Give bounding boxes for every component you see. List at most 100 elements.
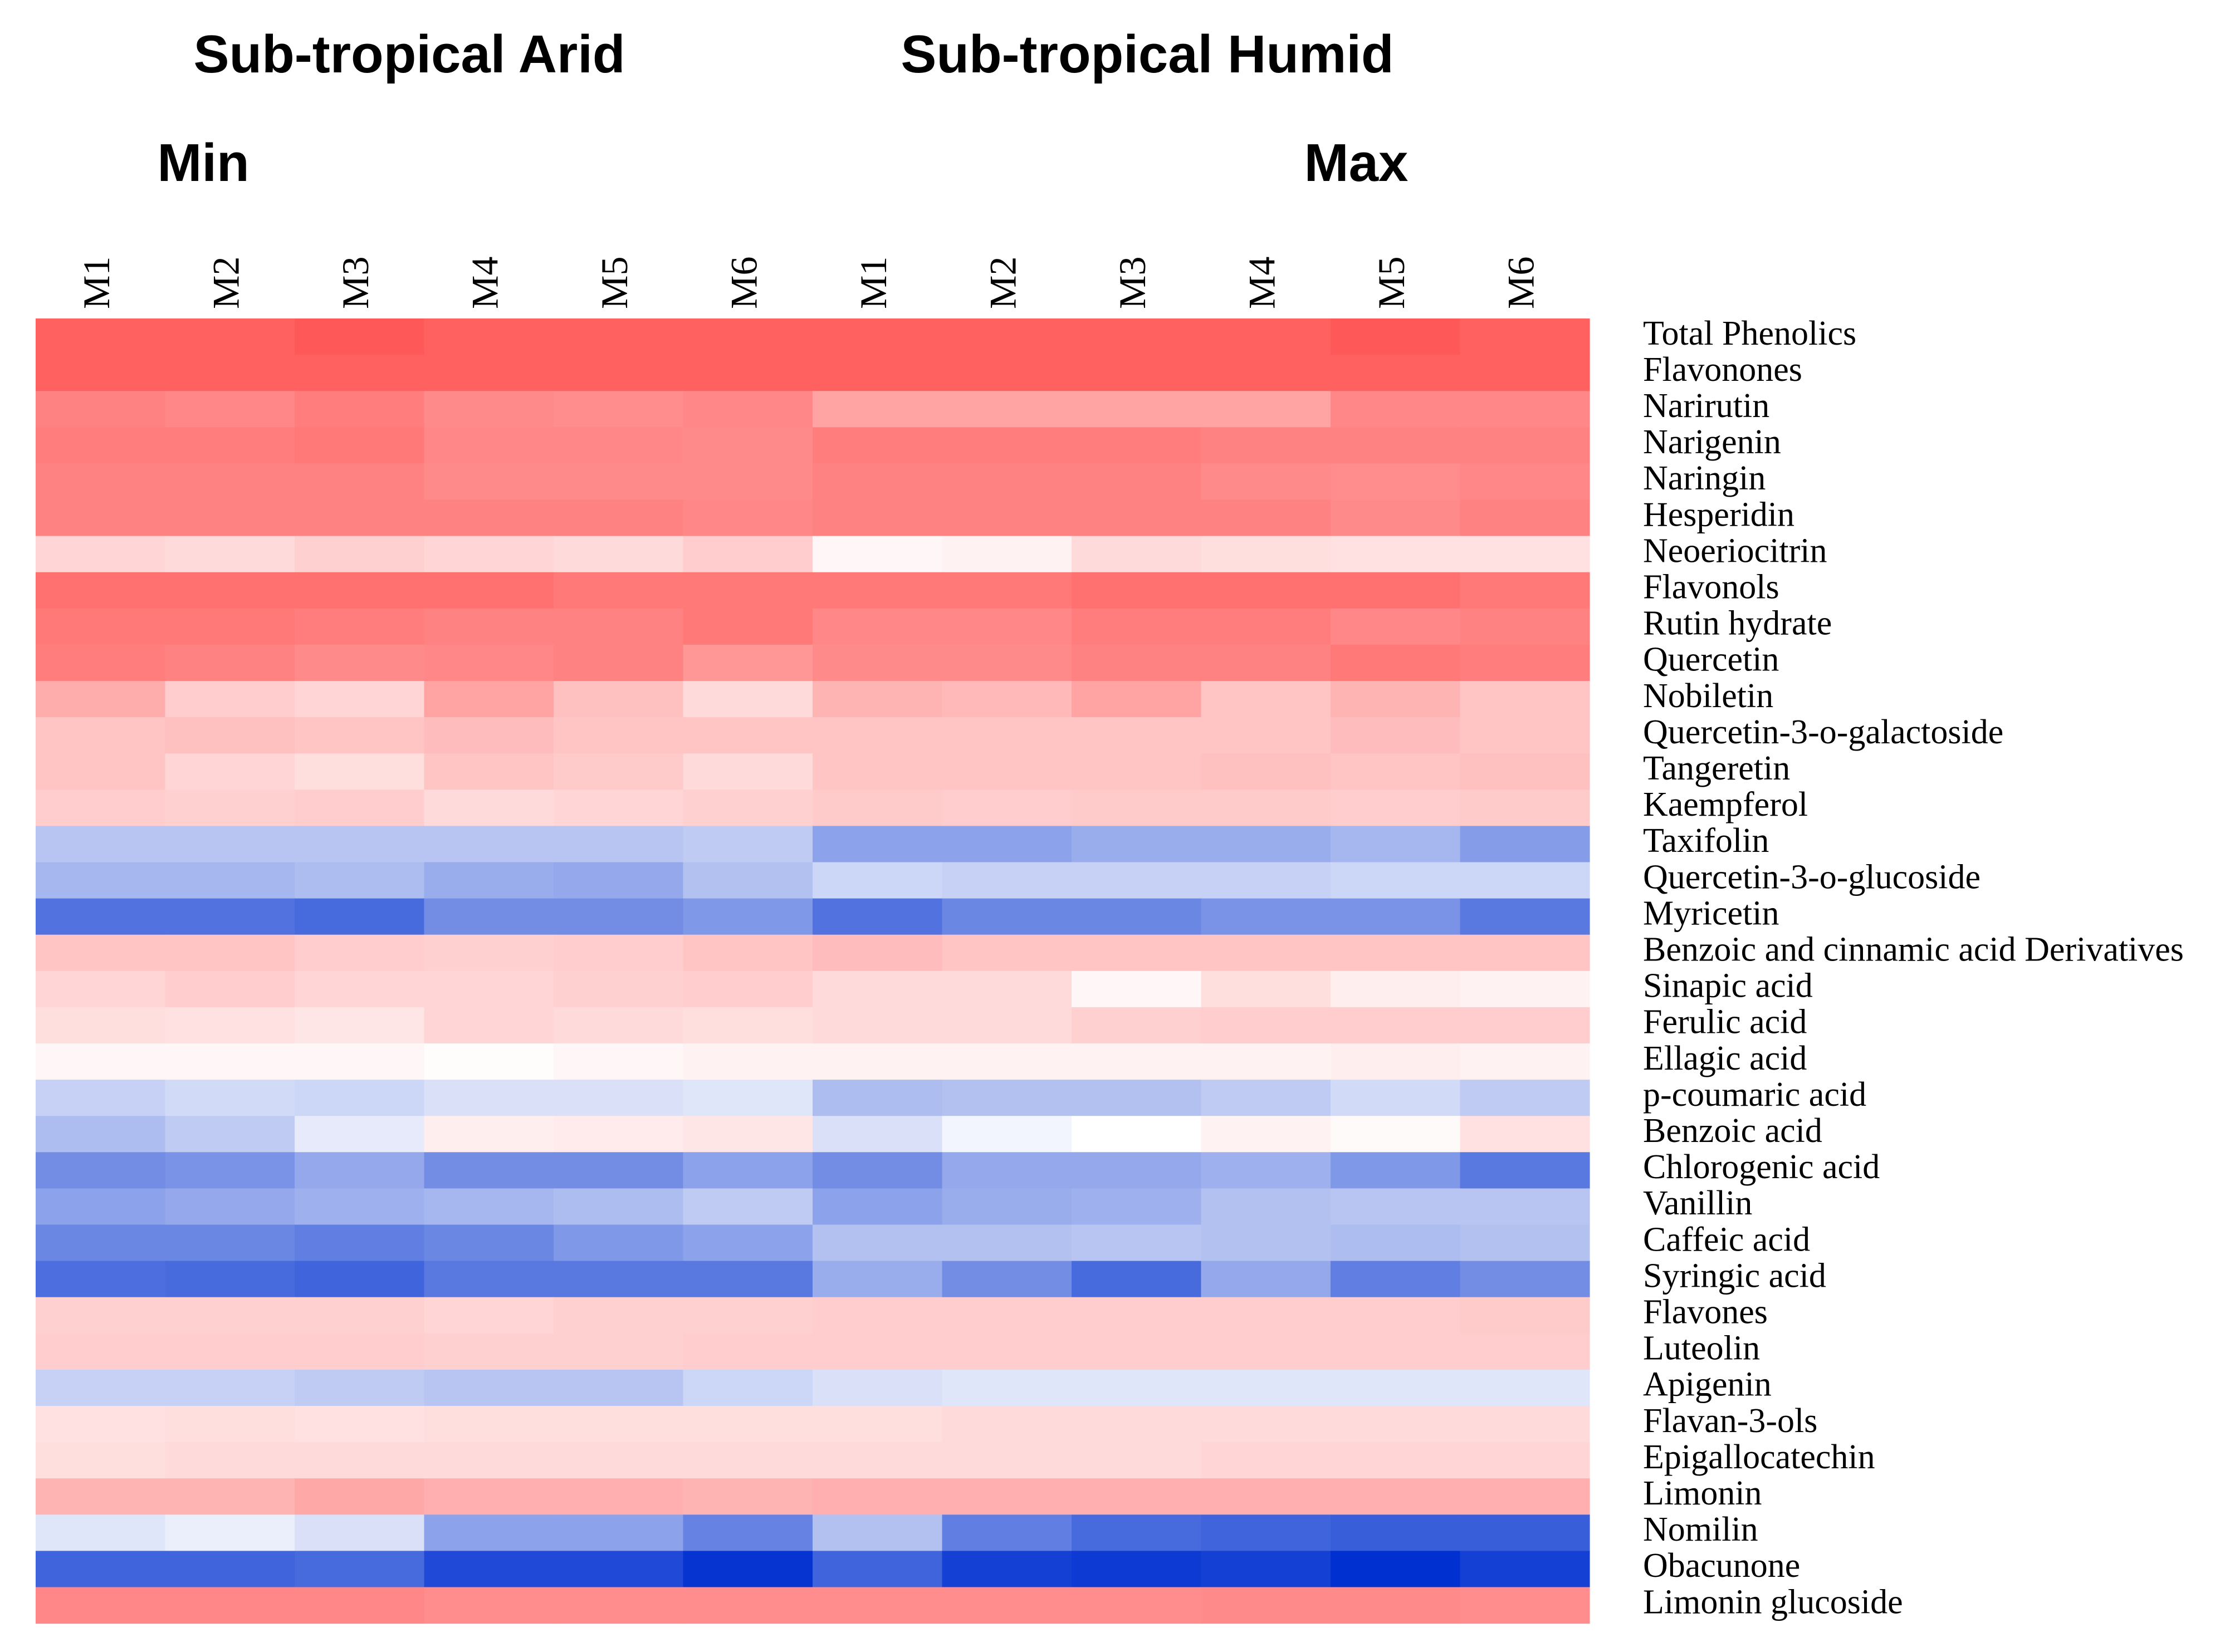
- heatmap-cell: [942, 898, 1072, 935]
- heatmap-cell: [36, 1333, 166, 1370]
- heatmap-cell: [295, 753, 425, 790]
- heatmap-cell: [424, 572, 554, 609]
- column-labels: M1 M2 M3 M4 M5 M6 M1 M2 M3 M4 M5 M6: [75, 257, 1542, 309]
- heatmap-cell: [295, 934, 425, 972]
- heatmap-cell: [165, 1224, 295, 1262]
- heatmap-cell: [1460, 536, 1590, 573]
- heatmap-cell: [1072, 1369, 1202, 1406]
- heatmap-cell: [1460, 644, 1590, 682]
- heatmap-cell: [942, 1442, 1072, 1479]
- heatmap-cell: [36, 572, 166, 609]
- heatmap-cell: [1331, 790, 1461, 826]
- row-label: Tangeretin: [1643, 749, 1790, 787]
- heatmap-cell: [295, 898, 425, 935]
- heatmap-cell: [1201, 427, 1331, 464]
- row-label: Vanillin: [1643, 1184, 1752, 1222]
- heatmap-cell: [554, 1587, 684, 1624]
- heatmap-cell: [1460, 608, 1590, 645]
- column-label-arid-m1: M1: [75, 257, 118, 309]
- heatmap-cell: [1331, 1188, 1461, 1225]
- heatmap-cell: [165, 717, 295, 754]
- heatmap-cell: [295, 355, 425, 391]
- heatmap-cell: [813, 1587, 943, 1624]
- heatmap-cell: [1201, 608, 1331, 645]
- heatmap-cell: [683, 898, 813, 935]
- heatmap-cell: [1460, 753, 1590, 790]
- heatmap-cell: [1460, 1587, 1590, 1624]
- heatmap-cell: [295, 1080, 425, 1116]
- heatmap-cell: [942, 934, 1072, 972]
- heatmap-cell: [1072, 1406, 1202, 1443]
- heatmap-cell: [813, 1478, 943, 1515]
- heatmap-cell: [424, 608, 554, 645]
- heatmap-cell: [1201, 681, 1331, 718]
- heatmap-cell: [295, 1551, 425, 1588]
- heatmap-cell: [36, 1261, 166, 1298]
- heatmap-cell: [36, 826, 166, 863]
- heatmap-cell: [1201, 1551, 1331, 1588]
- heatmap-cell: [1072, 1333, 1202, 1370]
- heatmap-cell: [813, 608, 943, 645]
- heatmap-cell: [36, 608, 166, 645]
- heatmap-cell: [554, 1297, 684, 1334]
- heatmap-cell: [942, 1406, 1072, 1443]
- heatmap-cell: [554, 1152, 684, 1189]
- heatmap-cell: [1072, 1080, 1202, 1116]
- heatmap-cell: [683, 572, 813, 609]
- heatmap-cell: [683, 970, 813, 1008]
- heatmap-cell: [1072, 644, 1202, 682]
- heatmap-cell: [295, 536, 425, 573]
- heatmap-cell: [165, 1406, 295, 1443]
- heatmap-cell: [424, 1333, 554, 1370]
- row-label: Narigenin: [1643, 423, 1781, 461]
- heatmap-cell: [1072, 355, 1202, 391]
- heatmap-cell: [1460, 1406, 1590, 1443]
- heatmap-cell: [165, 1478, 295, 1515]
- heatmap-cell: [554, 753, 684, 790]
- heatmap-cell: [942, 826, 1072, 863]
- row-label: Apigenin: [1643, 1366, 1772, 1404]
- row-label: Luteolin: [1643, 1330, 1760, 1367]
- heatmap-cell: [295, 391, 425, 428]
- heatmap-cell: [1460, 391, 1590, 428]
- heatmap-cell: [942, 1587, 1072, 1624]
- heatmap-cell: [942, 1478, 1072, 1515]
- heatmap-cell: [165, 1043, 295, 1080]
- heatmap-cell: [295, 1261, 425, 1298]
- heatmap-cell: [1072, 1188, 1202, 1225]
- heatmap-cell: [295, 1333, 425, 1370]
- heatmap-cell: [554, 1478, 684, 1515]
- heatmap-cell: [165, 463, 295, 501]
- heatmap-cell: [1201, 862, 1331, 899]
- heatmap-cell: [1072, 862, 1202, 899]
- heatmap-cell: [813, 1333, 943, 1370]
- row-label: Ellagic acid: [1643, 1040, 1807, 1077]
- heatmap-cell: [813, 1442, 943, 1479]
- group-title-arid: Sub-tropical Arid: [193, 24, 625, 84]
- heatmap-cell: [683, 1080, 813, 1116]
- heatmap-cell: [424, 790, 554, 826]
- heatmap-cell: [1331, 1369, 1461, 1406]
- row-label: Caffeic acid: [1643, 1220, 1810, 1258]
- heatmap-cell: [813, 1514, 943, 1551]
- heatmap-cell: [36, 790, 166, 826]
- heatmap-cell: [813, 391, 943, 428]
- heatmap-cell: [36, 1406, 166, 1443]
- heatmap-cell: [1331, 1224, 1461, 1262]
- heatmap-cell: [1201, 1478, 1331, 1515]
- heatmap-cell: [1331, 862, 1461, 899]
- heatmap-cell: [1072, 1007, 1202, 1044]
- heatmap-cell: [295, 1442, 425, 1479]
- heatmap-cell: [942, 1369, 1072, 1406]
- heatmap-cell: [813, 572, 943, 609]
- row-label: Neoeriocitrin: [1643, 532, 1827, 570]
- heatmap-cell: [683, 1261, 813, 1298]
- row-label: Narirutin: [1643, 387, 1769, 425]
- heatmap-cell: [554, 1116, 684, 1153]
- heatmap-cell: [1460, 1442, 1590, 1479]
- heatmap-cell: [813, 1188, 943, 1225]
- heatmap-cell: [295, 681, 425, 718]
- heatmap-cell: [36, 1478, 166, 1515]
- heatmap-cell: [683, 1333, 813, 1370]
- heatmap-cell: [1331, 1297, 1461, 1334]
